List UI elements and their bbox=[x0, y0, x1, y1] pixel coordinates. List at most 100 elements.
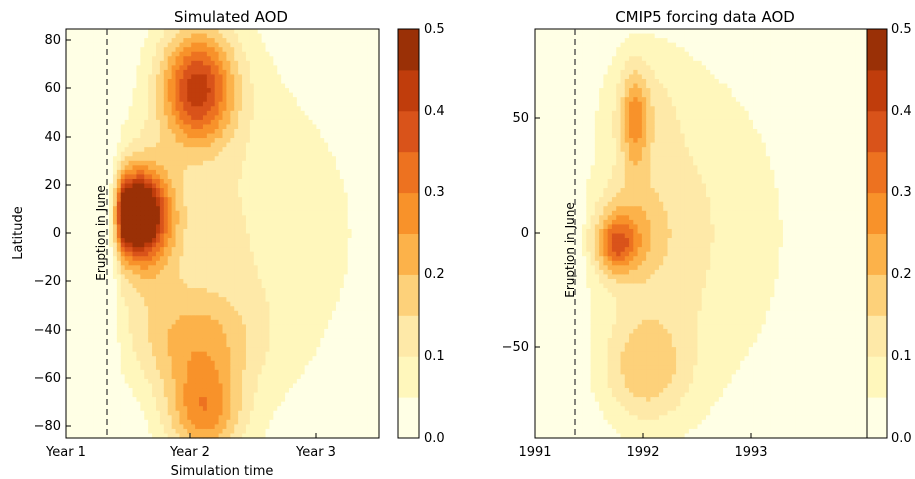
heatmap-cell bbox=[164, 374, 169, 379]
heatmap-cell bbox=[129, 315, 134, 320]
heatmap-cell bbox=[179, 283, 184, 288]
heatmap-cell bbox=[101, 329, 106, 334]
heatmap-cell bbox=[97, 47, 102, 52]
heatmap-cell bbox=[144, 320, 149, 325]
heatmap-cell bbox=[269, 156, 274, 161]
heatmap-cell bbox=[262, 383, 267, 388]
heatmap-cell bbox=[277, 179, 282, 184]
heatmap-cell bbox=[203, 188, 208, 193]
heatmap-cell bbox=[78, 147, 83, 152]
heatmap-cell bbox=[262, 279, 267, 284]
heatmap-cell bbox=[238, 56, 243, 61]
heatmap-cell bbox=[117, 234, 122, 239]
heatmap-cell bbox=[136, 224, 141, 229]
heatmap-cell bbox=[117, 88, 122, 93]
heatmap-cell bbox=[269, 324, 274, 329]
heatmap-cell bbox=[223, 111, 228, 116]
heatmap-cell bbox=[219, 306, 224, 311]
heatmap-cell bbox=[121, 402, 126, 407]
heatmap-cell bbox=[93, 393, 98, 398]
heatmap-cell bbox=[74, 79, 79, 84]
heatmap-cell bbox=[273, 43, 278, 48]
heatmap-cell bbox=[176, 47, 181, 52]
heatmap-cell bbox=[238, 383, 243, 388]
heatmap-cell bbox=[148, 252, 153, 257]
heatmap-cell bbox=[125, 43, 130, 48]
heatmap-cell bbox=[164, 52, 169, 57]
heatmap-cell bbox=[223, 138, 228, 143]
heatmap-cell bbox=[199, 229, 204, 234]
heatmap-cell bbox=[140, 252, 145, 257]
heatmap-cell bbox=[93, 29, 98, 34]
heatmap-cell bbox=[168, 424, 173, 429]
heatmap-cell bbox=[121, 115, 126, 120]
heatmap-cell bbox=[164, 111, 169, 116]
heatmap-cell bbox=[156, 220, 161, 225]
heatmap-cell bbox=[160, 79, 165, 84]
heatmap-cell bbox=[238, 315, 243, 320]
heatmap-cell bbox=[203, 120, 208, 125]
heatmap-cell bbox=[266, 270, 271, 275]
heatmap-cell bbox=[152, 388, 157, 393]
heatmap-cell bbox=[226, 106, 231, 111]
heatmap-cell bbox=[89, 420, 94, 425]
heatmap-cell bbox=[109, 56, 114, 61]
heatmap-cell bbox=[269, 261, 274, 266]
heatmap-cell bbox=[179, 429, 184, 434]
heatmap-cell bbox=[109, 152, 114, 157]
heatmap-cell bbox=[187, 324, 192, 329]
heatmap-cell bbox=[187, 134, 192, 139]
heatmap-cell bbox=[78, 120, 83, 125]
heatmap-cell bbox=[179, 252, 184, 257]
heatmap-cell bbox=[226, 134, 231, 139]
heatmap-cell bbox=[246, 202, 251, 207]
heatmap-cell bbox=[211, 38, 216, 43]
heatmap-cell bbox=[246, 311, 251, 316]
heatmap-cell bbox=[172, 343, 177, 348]
heatmap-cell bbox=[133, 302, 138, 307]
heatmap-cell bbox=[242, 256, 247, 261]
heatmap-cell bbox=[277, 97, 282, 102]
heatmap-cell bbox=[78, 302, 83, 307]
heatmap-cell bbox=[136, 202, 141, 207]
heatmap-cell bbox=[101, 352, 106, 357]
heatmap-cell bbox=[207, 202, 212, 207]
heatmap-cell bbox=[199, 134, 204, 139]
heatmap-cell bbox=[136, 243, 141, 248]
heatmap-cell bbox=[215, 56, 220, 61]
heatmap-cell bbox=[97, 297, 102, 302]
heatmap-cell bbox=[117, 420, 122, 425]
heatmap-cell bbox=[242, 329, 247, 334]
heatmap-cell bbox=[78, 220, 83, 225]
heatmap-cell bbox=[176, 56, 181, 61]
heatmap-cell bbox=[152, 256, 157, 261]
heatmap-cell bbox=[156, 61, 161, 66]
heatmap-cell bbox=[164, 234, 169, 239]
heatmap-cell bbox=[113, 161, 118, 166]
heatmap-cell bbox=[238, 184, 243, 189]
heatmap-cell bbox=[226, 65, 231, 70]
heatmap-cell bbox=[219, 115, 224, 120]
heatmap-cell bbox=[113, 229, 118, 234]
heatmap-cell bbox=[191, 320, 196, 325]
heatmap-cell bbox=[262, 406, 267, 411]
heatmap-cell bbox=[262, 402, 267, 407]
heatmap-cell bbox=[223, 306, 228, 311]
heatmap-cell bbox=[199, 347, 204, 352]
heatmap-cell bbox=[117, 224, 122, 229]
heatmap-cell bbox=[113, 374, 118, 379]
heatmap-cell bbox=[136, 388, 141, 393]
heatmap-cell bbox=[191, 356, 196, 361]
heatmap-cell bbox=[242, 270, 247, 275]
heatmap-cell bbox=[199, 93, 204, 98]
heatmap-cell bbox=[172, 70, 177, 75]
heatmap-cell bbox=[113, 102, 118, 107]
heatmap-cell bbox=[164, 343, 169, 348]
heatmap-cell bbox=[125, 402, 130, 407]
heatmap-cell bbox=[82, 47, 87, 52]
heatmap-cell bbox=[230, 211, 235, 216]
heatmap-cell bbox=[117, 102, 122, 107]
heatmap-cell bbox=[74, 261, 79, 266]
heatmap-cell bbox=[140, 70, 145, 75]
heatmap-cell bbox=[215, 47, 220, 52]
